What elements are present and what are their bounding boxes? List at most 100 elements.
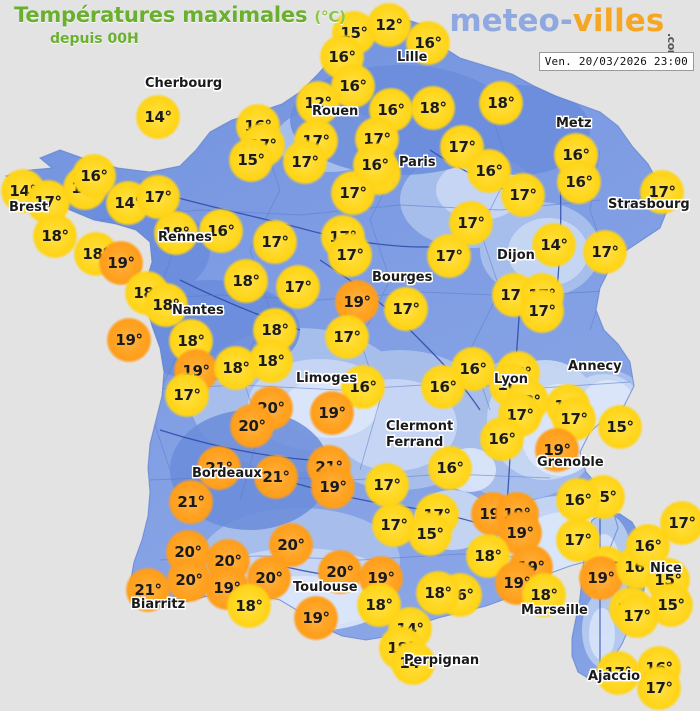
temperature-value: 17° [623,607,651,625]
temperature-value: 15° [237,151,265,169]
temperature-marker[interactable]: 16° [479,416,525,462]
timestamp-badge: Ven. 20/03/2026 23:00 [538,52,694,71]
temperature-marker[interactable]: 18° [410,85,456,131]
temperature-marker[interactable]: 17° [164,372,210,418]
temperature-marker[interactable]: 20° [229,403,275,449]
temperature-value: 16° [488,430,516,448]
temperature-marker[interactable]: 18° [32,213,78,259]
city-label[interactable]: Toulouse [293,580,358,595]
city-label[interactable]: Cherbourg [145,76,223,91]
city-label[interactable]: Limoges [296,371,358,386]
city-label[interactable]: Grenoble [537,455,604,470]
city-label[interactable]: Marseille [521,603,588,618]
temperature-value: 17° [333,328,361,346]
temperature-marker[interactable]: 17° [659,500,700,546]
city-label[interactable]: Lyon [494,372,529,387]
city-label[interactable]: Lille [397,50,428,65]
temperature-value: 16° [565,173,593,191]
city-label[interactable]: Biarritz [131,597,186,612]
temperature-marker[interactable]: 17° [383,286,429,332]
temperature-marker[interactable]: 21° [168,479,214,525]
temperature-value: 18° [177,332,205,350]
temperature-marker[interactable]: 17° [614,593,660,639]
temperature-value: 18° [424,584,452,602]
temperature-value: 19° [318,404,346,422]
temperature-marker[interactable]: 14° [531,222,577,268]
city-label[interactable]: Paris [399,155,436,170]
city-label[interactable]: Ferrand [386,435,444,450]
map-title-block: Températures maximales (°C) depuis 00H [14,2,346,48]
temperature-marker[interactable]: 14° [135,94,181,140]
temperature-marker[interactable]: 15° [597,404,643,450]
city-label[interactable]: Bordeaux [192,466,262,481]
city-label[interactable]: Metz [556,116,592,131]
temperature-value: 18° [530,586,558,604]
temperature-marker[interactable]: 19° [310,464,356,510]
temperature-marker[interactable]: 19° [309,390,355,436]
temperature-value: 18° [419,99,447,117]
temperature-value: 19° [107,254,135,272]
temperature-marker[interactable]: 17° [324,314,370,360]
city-label[interactable]: Rennes [158,230,212,245]
temperature-value: 17° [448,138,476,156]
temperature-marker[interactable]: 17° [500,172,546,218]
temperature-value: 19° [587,569,615,587]
temperature-value: 17° [144,188,172,206]
city-label[interactable]: Dijon [497,248,535,263]
title-unit: (°C) [314,8,346,26]
temperature-marker[interactable]: 15° [228,137,274,183]
temperature-marker[interactable]: 17° [519,288,565,334]
temperature-marker[interactable]: 18° [223,258,269,304]
city-label[interactable]: Ajaccio [588,669,641,684]
temperature-value: 21° [177,493,205,511]
temperature-value: 17° [564,531,592,549]
meteo-villes-logo[interactable]: meteo-villes.com [449,2,692,61]
temperature-value: 16° [429,378,457,396]
temperature-value: 20° [255,569,283,587]
temperature-marker[interactable]: 17° [636,665,682,711]
temperature-marker[interactable]: 18° [478,80,524,126]
temperature-value: 18° [235,597,263,615]
city-label[interactable]: Bourges [372,270,433,285]
temperature-value: 14° [144,108,172,126]
temperature-value: 16° [459,360,487,378]
temperature-marker[interactable]: 16° [420,364,466,410]
temperature-value: 17° [435,247,463,265]
temperature-marker[interactable]: 17° [364,462,410,508]
city-label[interactable]: Perpignan [404,653,480,668]
city-label[interactable]: Brest [9,200,49,215]
temperature-value: 17° [668,514,696,532]
temperature-marker[interactable]: 17° [275,264,321,310]
temperature-value: 17° [645,679,673,697]
temperature-value: 19° [343,293,371,311]
temperature-value: 18° [487,94,515,112]
city-label[interactable]: Clermont [386,419,454,434]
temperature-marker[interactable]: 17° [582,229,628,275]
temperature-marker[interactable]: 17° [252,219,298,265]
logo-text-primary: meteo- [449,3,573,39]
temperature-marker[interactable]: 17° [282,139,328,185]
temperature-marker[interactable]: 16° [427,445,473,491]
temperature-marker[interactable]: 16° [352,142,398,188]
temperature-marker[interactable]: 18° [248,338,294,384]
temperature-marker[interactable]: 19° [106,317,152,363]
temperature-marker[interactable]: 18° [226,583,272,629]
temperature-value: 17° [336,246,364,264]
city-label[interactable]: Nice [650,561,682,576]
temperature-value: 17° [173,386,201,404]
temperature-marker[interactable]: 17° [426,233,472,279]
city-label[interactable]: Rouen [312,104,359,119]
temperature-marker[interactable]: 19° [293,595,339,641]
temperature-value: 18° [257,352,285,370]
temperature-marker[interactable]: 16° [556,159,602,205]
city-label[interactable]: Annecy [568,359,622,374]
temperature-value: 17° [373,476,401,494]
page-subtitle: depuis 00H [50,31,139,47]
city-label[interactable]: Strasbourg [608,197,690,212]
temperature-marker[interactable]: 16° [555,477,601,523]
temperature-value: 16° [475,162,503,180]
temperature-marker[interactable]: 15° [407,511,453,557]
city-label[interactable]: Nantes [172,303,224,318]
temperature-marker[interactable]: 17° [327,232,373,278]
